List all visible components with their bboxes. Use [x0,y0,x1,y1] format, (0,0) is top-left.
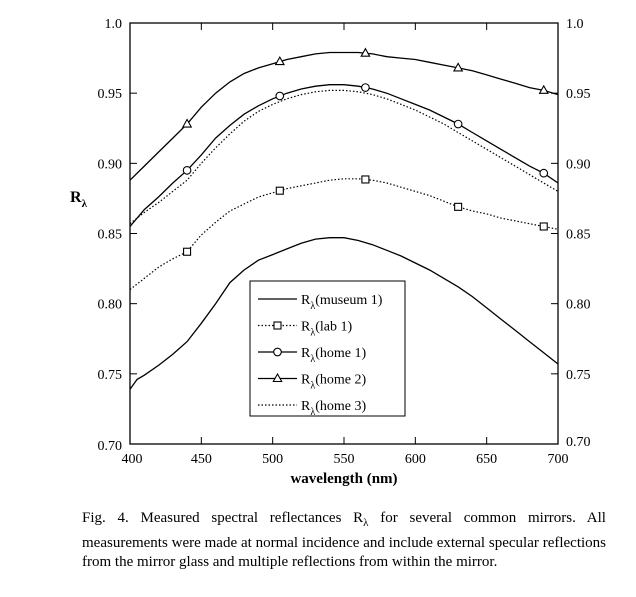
series-marker-2 [182,166,192,175]
caption-line4: mirror. [456,554,498,570]
legend-marker [273,321,282,330]
x-tick-label: 650 [476,452,497,467]
y-tick-label-left: 0.85 [98,228,123,243]
y-tick-label-left: 0.80 [98,298,123,313]
figure-caption: Fig. 4. Measured spectral reflectances R… [82,509,606,573]
series-marker-3 [452,62,464,72]
x-tick-label: 450 [191,452,212,467]
y-tick-label-right: 0.70 [566,435,591,450]
legend-label: Rλ(museum 1) [301,293,383,312]
y-tick-label-right: 0.80 [566,298,591,313]
series-marker-2 [275,91,285,101]
y-tick-label-right: 1.0 [566,17,584,32]
x-tick-label: 700 [548,452,569,467]
x-tick-label: 600 [405,452,426,467]
series-line-3 [129,51,559,181]
series-marker-3 [538,84,549,94]
legend-label: Rλ(lab 1) [301,320,352,339]
axis-ticks: 400 450 500 550 600 650 700 0.70 0.70 0.75 0.75 0.8… [98,17,591,467]
series-marker-1 [361,175,370,184]
reflectance-chart: 400 450 500 550 600 650 700 0.70 0.70 0.75 0.75 0.8… [70,17,591,487]
caption-line1-rest: for several common mirrors. All [368,510,606,526]
y-tick-label-right: 0.90 [566,157,591,172]
series-marker-2 [539,168,549,178]
x-axis-label: wavelength (nm) [290,471,397,487]
series-line-0 [129,237,559,390]
legend-marker [273,347,282,357]
legend: Rλ(museum 1) Rλ(lab 1) Rλ(home 1) Rλ(home 2… [249,280,406,418]
series-marker-3 [181,118,193,128]
y-tick-label-right: 0.85 [566,228,591,243]
y-axis-label-main: R [70,189,82,206]
series-marker-1 [539,222,548,231]
y-tick-label-left: 0.90 [98,157,123,172]
legend-label: Rλ(home 1) [301,346,366,365]
y-axis-label: Rλ [70,189,88,210]
series-layer [129,51,559,390]
caption-line1: Fig. 4. Measured spectral reflectances R [82,510,364,526]
series-line-1 [129,178,559,291]
y-tick-label-right: 0.75 [566,368,591,383]
caption-line2: measurements were made at normal inciden… [82,534,539,551]
y-tick-label-left: 1.0 [105,17,123,32]
legend-entries: Rλ(museum 1) Rλ(lab 1) Rλ(home 1) Rλ(home 2… [258,293,383,418]
legend-label: Rλ(home 3) [301,399,366,418]
y-tick-label-left: 0.95 [98,87,123,102]
series-marker-1 [454,202,463,211]
series-marker-1 [275,186,284,195]
x-tick-label: 550 [334,452,355,467]
caption-line3: reflections from the mirror glass and mu… [82,534,607,571]
legend-marker [272,372,283,383]
x-tick-label: 400 [122,452,143,467]
series-marker-3 [274,55,285,66]
x-tick-label: 500 [262,452,283,467]
markers-layer [181,47,549,256]
caption-symbol-sub: λ [363,517,369,529]
y-axis-label-sub: λ [82,198,88,210]
series-line-2 [129,84,559,227]
legend-label: Rλ(home 2) [301,373,366,392]
y-tick-label-left: 0.75 [98,368,123,383]
y-tick-label-left: 0.70 [98,439,123,454]
series-marker-2 [361,83,370,92]
series-marker-3 [360,47,371,57]
series-line-4 [129,89,559,225]
series-marker-2 [453,119,463,129]
y-tick-label-right: 0.95 [566,87,591,102]
series-marker-1 [183,247,192,256]
